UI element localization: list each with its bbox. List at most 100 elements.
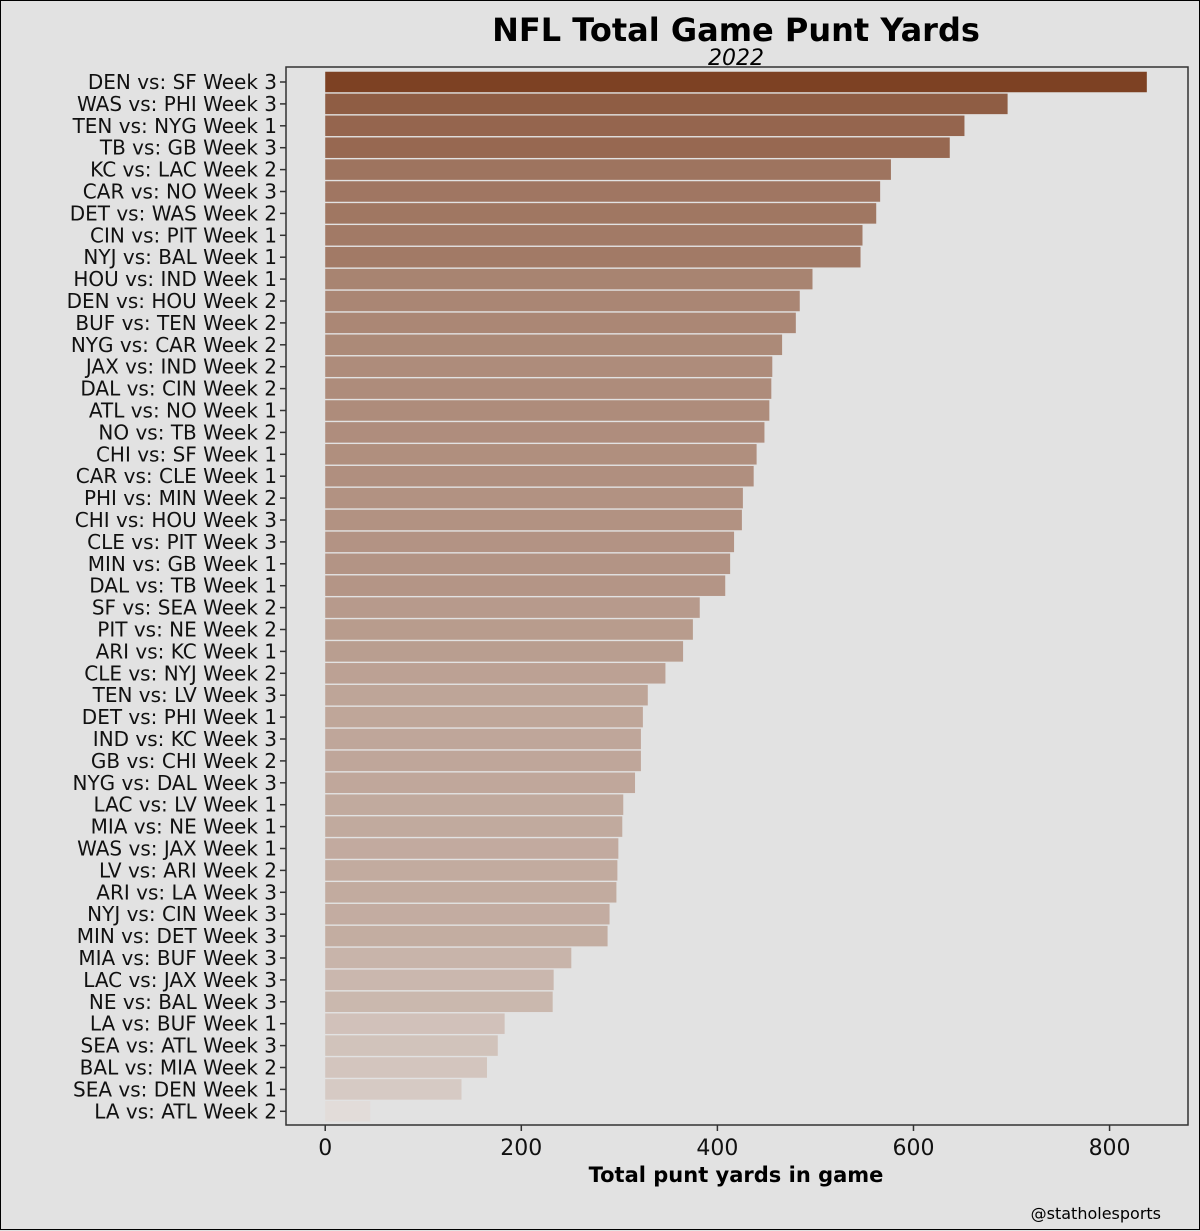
- bar: [325, 575, 726, 596]
- y-tick-label: TEN vs: NYG Week 1: [72, 114, 277, 138]
- y-tick-label: MIN vs: GB Week 1: [88, 552, 277, 576]
- x-tick-label: 400: [696, 1136, 738, 1161]
- bar: [325, 487, 743, 509]
- y-tick-label: LA vs: BUF Week 1: [90, 1012, 277, 1036]
- bar: [325, 553, 731, 575]
- y-tick-label: LV vs: ARI Week 2: [99, 858, 277, 882]
- bar: [325, 93, 1008, 115]
- bar: [325, 159, 891, 180]
- x-tick-label: 0: [318, 1136, 332, 1161]
- bar: [325, 750, 641, 772]
- bar: [325, 137, 950, 158]
- bar: [325, 925, 608, 947]
- y-tick-label: LAC vs: LV Week 1: [94, 793, 277, 817]
- plot-panel-border: [285, 66, 1189, 1126]
- bar: [325, 947, 572, 969]
- bar: [325, 400, 770, 421]
- y-tick-label: CHI vs: SF Week 1: [96, 442, 277, 466]
- bar: [325, 444, 757, 465]
- y-tick-label: MIA vs: BUF Week 3: [78, 946, 277, 970]
- y-tick-label: WAS vs: JAX Week 1: [77, 837, 277, 861]
- y-tick-label: CIN vs: PIT Week 1: [90, 223, 277, 247]
- bar: [325, 509, 742, 531]
- y-tick-label: BUF vs: TEN Week 2: [75, 311, 277, 335]
- bar: [325, 728, 641, 750]
- y-tick-label: HOU vs: IND Week 1: [73, 267, 277, 291]
- y-tick-label: DAL vs: CIN Week 2: [80, 377, 277, 401]
- bar: [325, 772, 636, 794]
- bar: [325, 816, 623, 837]
- y-tick-label: SF vs: SEA Week 2: [92, 596, 277, 620]
- y-tick-label: JAX vs: IND Week 2: [84, 355, 277, 379]
- y-tick-label: DET vs: PHI Week 1: [82, 705, 277, 729]
- bar: [325, 246, 861, 268]
- x-axis: 0 200 400 600 800: [318, 1125, 1131, 1161]
- y-tick-label: CLE vs: PIT Week 3: [87, 530, 277, 554]
- y-tick-label: NYG vs: CAR Week 2: [71, 333, 277, 357]
- x-tick-label: 600: [892, 1136, 934, 1161]
- chart-title: NFL Total Game Punt Yards: [492, 11, 980, 49]
- bar: [325, 619, 693, 640]
- y-tick-label: KC vs: LAC Week 2: [90, 158, 277, 182]
- bar: [325, 706, 643, 728]
- credit-text: @statholesports: [1031, 1204, 1161, 1223]
- y-tick-label: NYJ vs: BAL Week 1: [83, 245, 277, 269]
- y-tick-label: CAR vs: NO Week 3: [83, 180, 277, 204]
- bar: [325, 838, 619, 859]
- bar: [325, 794, 624, 815]
- bar: [325, 290, 800, 312]
- bar: [325, 1101, 371, 1122]
- y-tick-label: ARI vs: LA Week 3: [96, 880, 277, 904]
- y-tick-label: DEN vs: HOU Week 2: [67, 289, 277, 313]
- y-tick-label: SEA vs: DEN Week 1: [73, 1077, 277, 1101]
- bar: [325, 203, 877, 224]
- bar: [325, 531, 735, 553]
- bar: [325, 115, 965, 137]
- y-tick-label: LA vs: ATL Week 2: [94, 1099, 277, 1123]
- y-tick-label: NYG vs: DAL Week 3: [73, 771, 278, 795]
- y-tick-label: IND vs: KC Week 3: [93, 727, 277, 751]
- y-tick-label: PIT vs: NE Week 2: [97, 618, 277, 642]
- y-tick-label: MIN vs: DET Week 3: [77, 924, 277, 948]
- y-tick-label: GB vs: CHI Week 2: [91, 749, 277, 773]
- bar: [325, 641, 684, 662]
- bar: [325, 378, 772, 399]
- bars-group: [325, 71, 1147, 1122]
- y-tick-label: ARI vs: KC Week 1: [96, 639, 277, 663]
- bar: [325, 268, 813, 290]
- y-tick-label: LAC vs: JAX Week 3: [83, 968, 277, 992]
- bar: [325, 422, 765, 443]
- bar: [325, 181, 881, 202]
- y-tick-label: MIA vs: NE Week 1: [91, 815, 277, 839]
- bar: [325, 334, 783, 356]
- y-tick-label: CLE vs: NYJ Week 2: [84, 661, 277, 685]
- y-tick-label: DEN vs: SF Week 3: [88, 70, 277, 94]
- x-tick-label: 800: [1089, 1136, 1131, 1161]
- bar: [325, 969, 554, 991]
- y-tick-label: CAR vs: CLE Week 1: [76, 464, 277, 488]
- bar: [325, 1079, 462, 1100]
- y-tick-label: DAL vs: TB Week 1: [89, 574, 277, 598]
- bar: [325, 312, 796, 334]
- y-tick-label: TEN vs: LV Week 3: [92, 683, 277, 707]
- bar: [325, 1013, 505, 1034]
- y-tick-label: NYJ vs: CIN Week 3: [87, 902, 277, 926]
- bar: [325, 71, 1147, 93]
- y-tick-label: ATL vs: NO Week 1: [89, 399, 277, 423]
- bar: [325, 882, 617, 903]
- x-tick-label: 200: [500, 1136, 542, 1161]
- bar: [325, 860, 618, 881]
- bar: [325, 356, 773, 377]
- y-tick-label: TB vs: GB Week 3: [99, 136, 277, 160]
- y-tick-label: DET vs: WAS Week 2: [70, 201, 277, 225]
- x-axis-title: Total punt yards in game: [589, 1163, 884, 1187]
- bar: [325, 465, 754, 487]
- bar: [325, 903, 610, 925]
- y-tick-label: PHI vs: MIN Week 2: [84, 486, 277, 510]
- y-tick-label: CHI vs: HOU Week 3: [75, 508, 277, 532]
- bar: [325, 663, 666, 684]
- bar: [325, 225, 863, 246]
